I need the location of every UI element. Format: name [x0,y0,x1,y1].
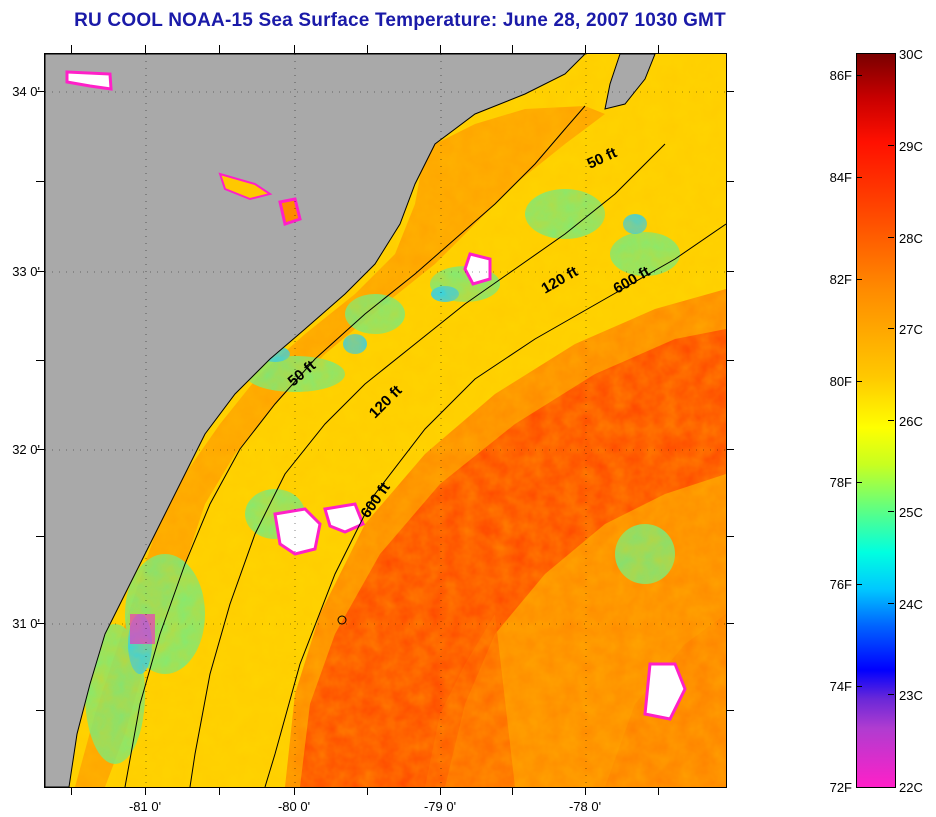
tick [145,787,146,795]
tick [219,45,220,53]
tick [726,710,734,711]
colorbar-label-22c: 22C [899,780,923,795]
colorbar-label-76f: 76F [829,577,852,592]
tick [36,271,44,272]
tick [888,237,894,238]
colorbar-label-72f: 72F [829,780,852,795]
sst-map[interactable]: 50 ft 120 ft 600 ft 50 ft 120 ft 600 ft [44,53,727,788]
tick [888,694,894,695]
land-mass [45,54,586,787]
tick [219,787,220,795]
tick [36,536,44,537]
tick [294,45,295,53]
tick [726,360,734,361]
tick [440,787,441,795]
tick [440,45,441,53]
lat-label-33: 33 0' [12,264,40,279]
colorbar-label-28c: 28C [899,231,923,246]
tick [36,181,44,182]
tick [888,511,894,512]
sst-map-svg: 50 ft 120 ft 600 ft 50 ft 120 ft 600 ft [45,54,726,787]
tick [585,45,586,53]
land-north-east [604,54,656,110]
station-marker [337,615,347,625]
tick [726,271,734,272]
tick [856,584,862,585]
tick [856,75,862,76]
tick [726,536,734,537]
lat-label-34: 34 0' [12,84,40,99]
colorbar-label-74f: 74F [829,679,852,694]
tick [145,45,146,53]
tick [726,623,734,624]
depth-contours [124,105,726,787]
lon-label-81: -81 0' [128,799,162,814]
tick [367,787,368,795]
colorbar-label-80f: 80F [829,374,852,389]
tick [36,91,44,92]
tick [512,45,513,53]
tick [658,787,659,795]
colorbar-label-27c: 27C [899,322,923,337]
tick [726,91,734,92]
colorbar-label-82f: 82F [829,272,852,287]
tick [726,449,734,450]
tick [36,360,44,361]
tick [888,328,894,329]
lon-label-79: -79 0' [423,799,457,814]
colorbar-label-84f: 84F [829,170,852,185]
tick [856,686,862,687]
lat-label-32: 32 0' [12,442,40,457]
tick [71,787,72,795]
tick [658,45,659,53]
tick [36,449,44,450]
tick [512,787,513,795]
tick [726,181,734,182]
tick [71,45,72,53]
colorbar-label-78f: 78F [829,475,852,490]
tick [856,279,862,280]
tick [888,603,894,604]
colorbar-label-25c: 25C [899,505,923,520]
tick [856,177,862,178]
tick [585,787,586,795]
tick [888,420,894,421]
lon-label-80: -80 0' [277,799,311,814]
tick [888,145,894,146]
tick [367,45,368,53]
colorbar-label-29c: 29C [899,139,923,154]
cloud-mask [65,70,687,721]
tick [856,482,862,483]
colorbar-label-24c: 24C [899,597,923,612]
colorbar-label-86f: 86F [829,68,852,83]
colorbar-label-23c: 23C [899,688,923,703]
tick [36,623,44,624]
colorbar-label-30c: 30C [899,47,923,62]
graticule [45,54,726,787]
tick [294,787,295,795]
lat-label-31: 31 0' [12,616,40,631]
lon-label-78: -78 0' [568,799,602,814]
colorbar-label-26c: 26C [899,414,923,429]
map-title: RU COOL NOAA-15 Sea Surface Temperature:… [74,10,726,31]
tick [856,381,862,382]
tick [888,53,894,54]
tick [36,710,44,711]
